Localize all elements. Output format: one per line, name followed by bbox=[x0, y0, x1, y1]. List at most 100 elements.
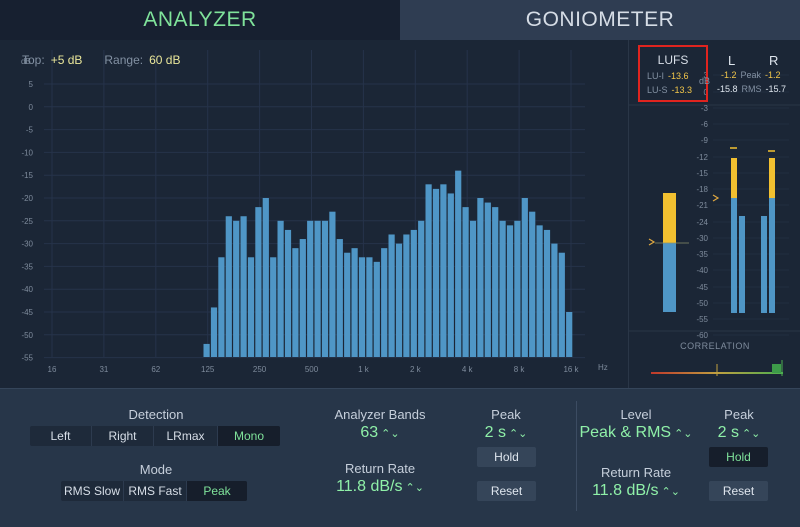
r-rms-value: -15.7 bbox=[765, 84, 787, 94]
tab-goniometer[interactable]: GONIOMETER bbox=[400, 0, 800, 40]
detection-mono[interactable]: Mono bbox=[218, 426, 280, 446]
spectrum-bar bbox=[336, 239, 343, 357]
spectrum-bar bbox=[351, 248, 358, 357]
stepper-chevron-icon: ⌃⌄ bbox=[508, 428, 528, 440]
peak-label-left: Peak bbox=[491, 407, 521, 422]
lufs-title: LUFS bbox=[657, 53, 689, 67]
meter-scale-label: -55 bbox=[696, 315, 708, 324]
spectrum-bar bbox=[247, 257, 255, 357]
return-rate-value[interactable]: 11.8 dB/s ⌃⌄ bbox=[336, 478, 424, 495]
level-value[interactable]: Peak & RMS ⌃⌄ bbox=[579, 424, 693, 441]
spectrum-bar bbox=[262, 198, 269, 357]
spectrum-bar bbox=[425, 184, 432, 357]
channel-l-label: L bbox=[728, 53, 736, 68]
top-label: Top: bbox=[22, 53, 45, 67]
x-tick-label: 125 bbox=[201, 365, 215, 374]
mode-peak[interactable]: Peak bbox=[187, 481, 247, 501]
channel-r-label: R bbox=[769, 53, 779, 68]
spectrum-bar bbox=[233, 220, 240, 357]
lu-s-value: -13.3 bbox=[671, 85, 693, 95]
x-tick-label: 16 bbox=[48, 365, 57, 374]
spectrum-bar bbox=[240, 216, 247, 357]
meter-scale-label: -9 bbox=[701, 136, 709, 145]
spectrum-bar bbox=[529, 211, 536, 357]
spectrum-bar bbox=[477, 198, 484, 357]
meter-db-unit: dB bbox=[699, 76, 711, 86]
y-tick-label: -55 bbox=[21, 354, 33, 363]
return-rate2-value[interactable]: 11.8 dB/s ⌃⌄ bbox=[592, 482, 680, 499]
reset-button-left[interactable]: Reset bbox=[477, 481, 536, 501]
spectrum-bar bbox=[462, 207, 469, 357]
meter-scale-label: -35 bbox=[696, 250, 708, 259]
meter-scale-label: -40 bbox=[696, 266, 708, 275]
spectrum-bar bbox=[299, 239, 306, 357]
return-rate2-label: Return Rate bbox=[600, 465, 672, 480]
reset-button-right[interactable]: Reset bbox=[709, 481, 768, 501]
x-tick-label: 500 bbox=[305, 365, 319, 374]
meter-scale-label: -3 bbox=[701, 104, 709, 113]
l-rms-bar-a bbox=[731, 198, 737, 313]
spectrum-bar bbox=[203, 343, 210, 357]
hold-button-left[interactable]: Hold bbox=[477, 447, 536, 467]
mode-rms-slow[interactable]: RMS Slow bbox=[61, 481, 124, 501]
analyzer-bands-label: Analyzer Bands bbox=[334, 407, 426, 422]
meter-scale-label: -12 bbox=[696, 153, 708, 162]
tab-analyzer[interactable]: ANALYZER bbox=[0, 0, 400, 40]
hold-button-right[interactable]: Hold bbox=[709, 447, 768, 467]
hz-unit-label: Hz bbox=[598, 363, 608, 372]
detection-label: Detection bbox=[128, 407, 184, 422]
detection-right[interactable]: Right bbox=[92, 426, 154, 446]
peak-value-right[interactable]: 2 s ⌃⌄ bbox=[717, 424, 761, 441]
x-tick-label: 1 k bbox=[358, 365, 370, 374]
spectrum-bar bbox=[492, 207, 499, 357]
r-peak-value: -1.2 bbox=[765, 70, 781, 80]
spectrum-bar bbox=[506, 225, 514, 357]
y-tick-label: -15 bbox=[21, 171, 33, 180]
spectrum-bar bbox=[314, 220, 321, 357]
meter-scale-label: -15 bbox=[696, 169, 708, 178]
x-tick-label: 8 k bbox=[514, 365, 526, 374]
peak-value-left[interactable]: 2 s ⌃⌄ bbox=[484, 424, 528, 441]
spectrum-bar bbox=[321, 220, 329, 357]
spectrum-bar bbox=[225, 216, 232, 357]
y-tick-label: 5 bbox=[29, 80, 34, 89]
mode-rms-fast[interactable]: RMS Fast bbox=[124, 481, 187, 501]
spectrum-bar bbox=[521, 198, 528, 357]
meter-scale-label: -24 bbox=[696, 218, 708, 227]
spectrum-bar bbox=[277, 220, 284, 357]
detection-left[interactable]: Left bbox=[30, 426, 92, 446]
spectrum-bar bbox=[255, 207, 262, 357]
range-value[interactable]: 60 dB bbox=[149, 53, 181, 67]
spectrum-bar bbox=[358, 257, 366, 357]
spectrum-bar bbox=[536, 225, 543, 357]
level-meter-panel: 3 0 -3 -6 -9 -12 -15 -18 -21 -24 -30 -35 -40 -45 -50 -5… bbox=[628, 40, 800, 388]
y-tick-label: -5 bbox=[26, 126, 34, 135]
detection-lrmax[interactable]: LRmax bbox=[154, 426, 218, 446]
r-rms-bar-a bbox=[769, 198, 775, 313]
spectrum-bar bbox=[344, 252, 351, 357]
controls-divider bbox=[576, 401, 577, 511]
level-meter-graphic: 30-3-6-9-12-15-18-21-24-30-35-40-45-50-5… bbox=[629, 71, 800, 376]
meter-scale-label: -21 bbox=[696, 201, 708, 210]
lufs-meter-blue bbox=[663, 243, 676, 312]
meter-scale-label: -30 bbox=[696, 234, 708, 243]
y-tick-label: -30 bbox=[21, 240, 33, 249]
controls-panel: Detection Left Right LRmax Mono Mode RMS… bbox=[0, 388, 800, 527]
correlation-label: CORRELATION bbox=[680, 341, 750, 351]
y-tick-label: -45 bbox=[21, 308, 33, 317]
analyzer-bands-value[interactable]: 63 ⌃⌄ bbox=[360, 424, 400, 441]
peak-label-right: Peak bbox=[724, 407, 754, 422]
top-value[interactable]: +5 dB bbox=[50, 53, 83, 67]
spectrum-bar bbox=[218, 257, 225, 357]
l-rms-value: -15.8 bbox=[717, 84, 738, 94]
view-tabs: ANALYZER GONIOMETER bbox=[0, 0, 800, 40]
spectrum-bar bbox=[403, 234, 410, 357]
spectrum-bar bbox=[440, 184, 447, 357]
l-peak-value: -1.2 bbox=[721, 70, 737, 80]
mode-selector: RMS Slow RMS Fast Peak bbox=[61, 481, 247, 501]
spectrum-bar bbox=[388, 234, 395, 357]
spectrum-chart: 5 0 -5 -10 -15 -20 -25 -30 -35 -40 -45 -50 -55 dB 16 31… bbox=[21, 50, 608, 374]
spectrum-bar bbox=[329, 211, 336, 357]
y-tick-label: -20 bbox=[21, 194, 33, 203]
db-unit-label: dB bbox=[21, 57, 31, 66]
